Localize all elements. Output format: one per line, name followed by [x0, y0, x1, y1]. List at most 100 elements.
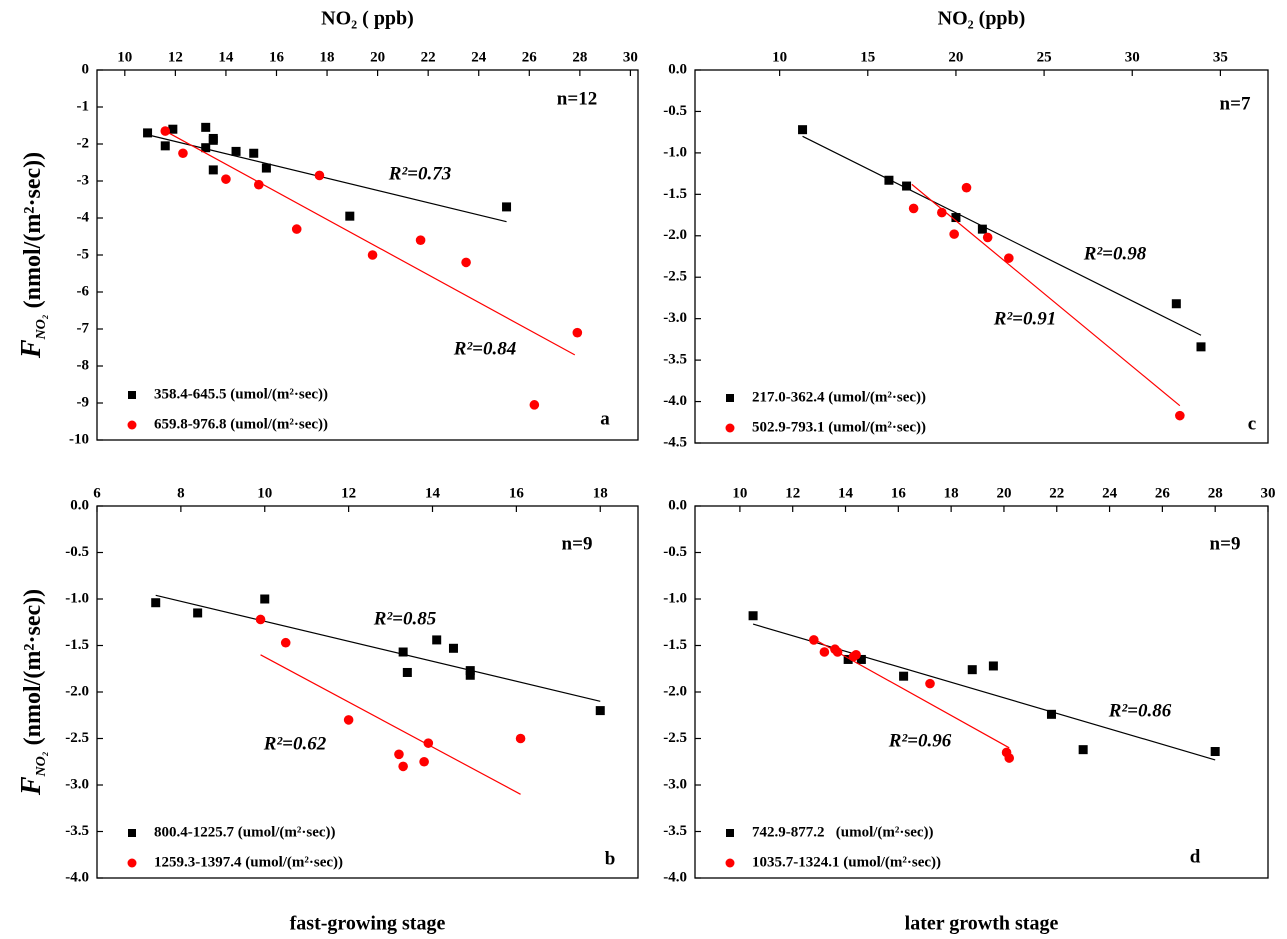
point — [529, 400, 540, 410]
x-tick-label: 25 — [1037, 49, 1052, 65]
stage-label: later growth stage — [905, 913, 1059, 935]
y-axis-symbol: F — [16, 776, 47, 796]
point — [448, 643, 458, 653]
x-tick-label: 28 — [572, 49, 587, 65]
point — [908, 203, 919, 214]
point — [925, 678, 935, 689]
r2-label: R²=0.86 — [1108, 700, 1172, 721]
y-tick-label: -2.0 — [663, 227, 687, 243]
r2-label: R²=0.91 — [993, 308, 1056, 329]
point — [748, 611, 758, 621]
point — [967, 665, 977, 675]
x-tick-label: 28 — [1208, 485, 1223, 501]
y-tick-label: 0.0 — [70, 497, 89, 513]
point — [851, 650, 861, 660]
y-tick-label: -3.0 — [65, 776, 89, 792]
y-tick-label: -2.0 — [65, 683, 89, 699]
legend-label: 358.4-645.5 (umol/(m²·sec)) — [154, 386, 328, 402]
x-tick-label: 24 — [471, 49, 487, 65]
legend-marker — [128, 391, 136, 399]
plot-frame — [96, 69, 639, 441]
r2-label: R²=0.85 — [373, 608, 437, 629]
point — [515, 733, 526, 744]
r2-label: R²=0.98 — [1083, 243, 1147, 264]
x-tick-label: 6 — [93, 485, 101, 501]
fit-line — [802, 135, 1202, 336]
y-tick-label: -1.0 — [663, 144, 687, 160]
x-tick-label: 22 — [421, 49, 436, 65]
r2-label: R²=0.62 — [263, 733, 327, 754]
x-tick-label: 18 — [320, 49, 335, 65]
point — [1175, 410, 1185, 421]
point — [951, 213, 961, 223]
point — [832, 647, 843, 657]
legend-label: 1259.3-1397.4 (umol/(m²·sec)) — [154, 854, 343, 870]
point — [423, 738, 434, 748]
panel-letter: c — [1248, 413, 1256, 434]
point — [160, 126, 171, 136]
n-label: n=12 — [557, 88, 597, 109]
point — [398, 761, 408, 772]
legend-marker — [127, 858, 137, 868]
fit-line — [155, 594, 601, 702]
legend-marker — [726, 829, 734, 837]
legend-label: 1035.7-1324.1 (umol/(m²·sec)) — [752, 854, 941, 870]
fit-line — [164, 130, 576, 356]
x-tick-label: 10 — [772, 49, 787, 65]
y-tick-label: -6 — [77, 283, 90, 299]
point — [419, 756, 429, 767]
y-tick-label: -4.0 — [65, 869, 89, 885]
y-tick-label: -1.0 — [663, 590, 687, 606]
point — [160, 141, 170, 151]
stage-label: fast-growing stage — [290, 913, 446, 935]
y-tick-label: -3.5 — [663, 352, 687, 368]
point — [343, 715, 354, 725]
x-tick-label: 18 — [944, 485, 959, 501]
y-axis-label: FNO₂ (nmol/(m²·sec)) — [16, 152, 49, 359]
y-tick-label: -4.0 — [663, 393, 687, 409]
point — [249, 148, 259, 158]
point — [261, 163, 271, 173]
legend-marker — [725, 858, 735, 868]
point — [1196, 342, 1206, 352]
point — [465, 670, 475, 680]
panel-letter: a — [600, 408, 610, 429]
point — [345, 211, 355, 221]
point — [178, 148, 188, 159]
y-tick-label: -3.0 — [663, 310, 687, 326]
point — [221, 174, 231, 184]
point — [291, 224, 302, 234]
fit-line — [260, 654, 521, 795]
point — [819, 647, 830, 657]
point — [949, 229, 959, 239]
x-tick-label: 24 — [1102, 485, 1118, 501]
fit-line — [813, 638, 1010, 749]
point — [415, 235, 426, 245]
point — [595, 706, 605, 716]
point — [982, 232, 993, 243]
point — [394, 749, 404, 760]
y-tick-label: -4 — [77, 209, 90, 225]
point — [899, 671, 909, 681]
plot-frame — [96, 505, 639, 879]
point — [255, 614, 266, 625]
point — [465, 666, 475, 676]
legend-label: 742.9-877.2 (umol/(m²·sec)) — [752, 824, 934, 840]
point — [208, 135, 218, 145]
x-tick-label: 14 — [425, 485, 441, 501]
legend-marker — [128, 829, 136, 837]
y-tick-label: -4.0 — [663, 869, 687, 885]
y-tick-label: -8 — [77, 357, 90, 373]
point — [809, 635, 819, 645]
point — [367, 250, 378, 260]
point — [572, 327, 583, 338]
point — [843, 654, 853, 664]
r2-label: R²=0.84 — [453, 338, 516, 359]
x-tick-label: 12 — [168, 49, 183, 65]
x-tick-label: 15 — [860, 49, 875, 65]
x-tick-label: 14 — [838, 485, 854, 501]
x-tick-label: 10 — [732, 485, 747, 501]
y-axis-subscript: NO₂ — [34, 314, 49, 340]
y-tick-label: -1.5 — [663, 186, 687, 202]
